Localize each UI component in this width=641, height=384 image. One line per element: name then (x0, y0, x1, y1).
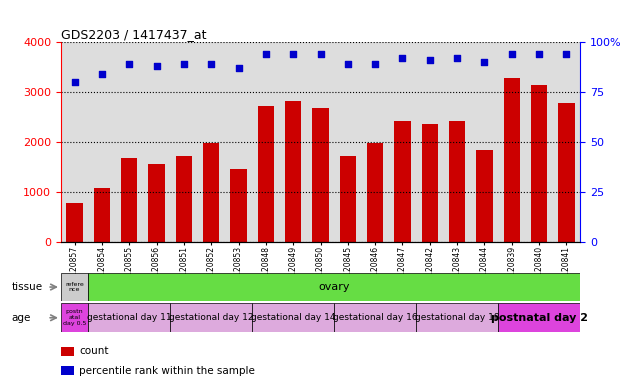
Bar (449, 121, 465, 242)
Point (425, 57, 435, 63)
Bar (230, 169, 247, 242)
Bar (67, 203, 83, 242)
Point (288, 51, 298, 57)
Point (124, 61, 135, 67)
Text: count: count (79, 346, 108, 356)
Bar (148, 164, 165, 242)
Point (562, 51, 572, 57)
Bar (252, 303, 334, 332)
Point (315, 51, 326, 57)
Point (506, 51, 517, 57)
Bar (558, 103, 574, 242)
Text: gestational day 16: gestational day 16 (333, 313, 417, 322)
Text: gestational day 11: gestational day 11 (87, 313, 172, 322)
Bar (171, 303, 252, 332)
Point (452, 55, 462, 61)
Text: gestational day 18: gestational day 18 (415, 313, 499, 322)
Text: postn
atal
day 0.5: postn atal day 0.5 (63, 310, 87, 326)
Point (397, 55, 408, 61)
Bar (476, 149, 493, 242)
Bar (203, 142, 219, 242)
Bar (498, 303, 580, 332)
Text: postnatal day 2: postnatal day 2 (490, 313, 588, 323)
Point (69, 79, 79, 85)
Text: refere
nce: refere nce (65, 281, 84, 293)
Bar (258, 106, 274, 242)
Point (479, 59, 490, 65)
Bar (422, 124, 438, 242)
Point (179, 61, 189, 67)
Bar (61, 366, 74, 375)
Point (206, 61, 216, 67)
Text: percentile rank within the sample: percentile rank within the sample (79, 366, 255, 376)
Point (343, 61, 353, 67)
Point (534, 51, 544, 57)
Bar (312, 108, 329, 242)
Bar (394, 121, 411, 242)
Bar (334, 303, 416, 332)
Bar (531, 85, 547, 242)
Text: tissue: tissue (12, 282, 43, 292)
Bar (367, 142, 383, 242)
Text: GDS2203 / 1417437_at: GDS2203 / 1417437_at (61, 28, 206, 41)
Bar (61, 273, 88, 301)
Bar (61, 347, 74, 356)
Bar (121, 158, 137, 242)
Bar (94, 188, 110, 242)
Point (151, 63, 162, 69)
Bar (340, 156, 356, 242)
Bar (88, 303, 171, 332)
Text: gestational day 12: gestational day 12 (169, 313, 253, 322)
Bar (416, 303, 498, 332)
Point (370, 61, 380, 67)
Text: gestational day 14: gestational day 14 (251, 313, 335, 322)
Bar (504, 78, 520, 242)
Bar (176, 156, 192, 242)
Text: age: age (12, 313, 31, 323)
Bar (61, 303, 88, 332)
Text: ovary: ovary (319, 282, 350, 292)
Bar (285, 101, 301, 242)
Point (233, 65, 244, 71)
Point (261, 51, 271, 57)
Point (97, 71, 107, 77)
